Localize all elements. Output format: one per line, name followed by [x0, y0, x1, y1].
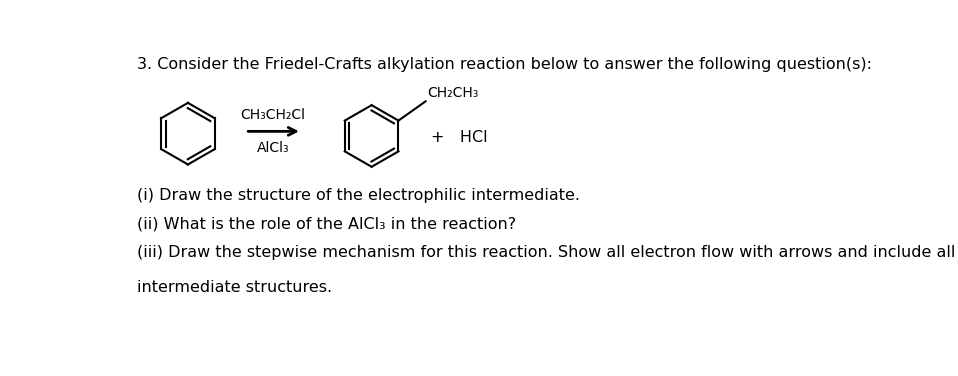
Text: CH₂CH₃: CH₂CH₃ — [427, 86, 479, 100]
Text: 3. Consider the Friedel-Crafts alkylation reaction below to answer the following: 3. Consider the Friedel-Crafts alkylatio… — [137, 58, 872, 73]
Text: (i) Draw the structure of the electrophilic intermediate.: (i) Draw the structure of the electrophi… — [137, 188, 580, 203]
Text: +   HCl: + HCl — [431, 130, 488, 145]
Text: CH₃CH₂Cl: CH₃CH₂Cl — [240, 108, 306, 122]
Text: (ii) What is the role of the AlCl₃ in the reaction?: (ii) What is the role of the AlCl₃ in th… — [137, 216, 516, 231]
Text: (iii) Draw the stepwise mechanism for this reaction. Show all electron flow with: (iii) Draw the stepwise mechanism for th… — [137, 245, 955, 260]
Text: intermediate structures.: intermediate structures. — [137, 280, 331, 295]
Text: AlCl₃: AlCl₃ — [257, 141, 289, 155]
